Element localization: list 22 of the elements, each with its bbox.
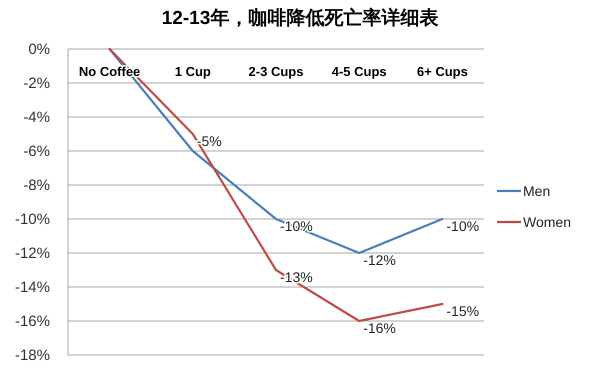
y-tick-label: -4% bbox=[23, 109, 50, 126]
y-tick-label: -6% bbox=[23, 143, 50, 160]
data-label: -15% bbox=[446, 303, 480, 319]
y-tick-label: -16% bbox=[14, 313, 50, 330]
y-tick-label: -10% bbox=[14, 211, 50, 228]
y-tick-label: 0% bbox=[28, 41, 50, 58]
data-label: -5% bbox=[196, 133, 222, 149]
y-tick-label: -2% bbox=[23, 75, 50, 92]
data-label: -16% bbox=[363, 320, 396, 336]
x-tick-label: 4-5 Cups bbox=[332, 64, 387, 79]
y-tick-label: -14% bbox=[14, 279, 50, 296]
x-tick-label: 1 Cup bbox=[174, 64, 211, 79]
chart-title: 12-13年，咖啡降低死亡率详细表 bbox=[162, 7, 440, 29]
y-tick-label: -8% bbox=[23, 177, 50, 194]
y-tick-label: -18% bbox=[14, 347, 50, 364]
legend-label: Men bbox=[523, 183, 550, 199]
y-tick-label: -12% bbox=[14, 245, 50, 262]
x-tick-label: 2-3 Cups bbox=[248, 64, 304, 79]
data-label: -10% bbox=[446, 218, 480, 234]
legend-label: Women bbox=[523, 214, 571, 230]
x-tick-label: 6+ Cups bbox=[416, 64, 468, 79]
data-label: -12% bbox=[363, 252, 396, 268]
